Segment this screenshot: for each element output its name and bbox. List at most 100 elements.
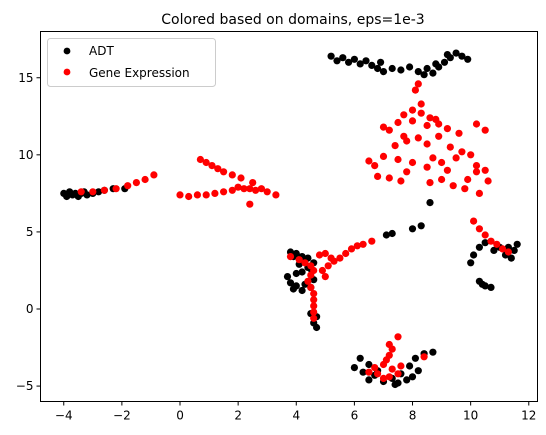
- point-adt: [95, 188, 103, 196]
- point-gene-expression: [347, 245, 356, 253]
- x-tick-label: 4: [292, 409, 300, 423]
- y-tick-label: 0: [26, 302, 34, 316]
- point-adt: [411, 354, 419, 362]
- point-adt: [379, 68, 388, 76]
- point-adt: [467, 259, 475, 267]
- axis-ticks: −4 −2 0 2 4 6 8 10 12 −5 0 5 10 15: [16, 71, 537, 423]
- point-gene-expression: [379, 360, 388, 369]
- point-gene-expression: [202, 191, 210, 199]
- point-gene-expression: [353, 242, 361, 250]
- point-gene-expression: [420, 353, 428, 361]
- point-adt: [423, 64, 431, 73]
- point-gene-expression: [449, 182, 457, 190]
- x-tick-label: −2: [113, 409, 131, 423]
- point-gene-expression: [484, 177, 492, 185]
- point-gene-expression: [132, 179, 140, 187]
- point-adt: [452, 49, 460, 57]
- point-gene-expression: [394, 155, 402, 164]
- y-tick-label: 10: [18, 148, 33, 162]
- point-gene-expression: [365, 368, 373, 376]
- point-gene-expression: [77, 188, 85, 196]
- point-gene-expression: [112, 185, 120, 193]
- point-gene-expression: [461, 185, 469, 193]
- data-points: [60, 49, 521, 389]
- point-gene-expression: [452, 154, 460, 162]
- point-gene-expression: [342, 249, 350, 258]
- point-gene-expression: [193, 191, 201, 199]
- point-adt: [487, 283, 495, 291]
- point-adt: [481, 239, 489, 247]
- legend-marker-gene-expression: [63, 68, 71, 76]
- point-adt: [362, 57, 370, 65]
- point-gene-expression: [176, 191, 184, 199]
- point-gene-expression: [397, 177, 405, 185]
- point-gene-expression: [208, 162, 216, 170]
- legend-box: [47, 38, 216, 87]
- legend-label-gene-expression: Gene Expression: [89, 66, 190, 80]
- point-gene-expression: [371, 364, 379, 372]
- point-gene-expression: [481, 231, 489, 239]
- y-tick-label: 5: [26, 225, 34, 239]
- point-gene-expression: [391, 142, 399, 150]
- point-gene-expression: [240, 185, 248, 193]
- point-gene-expression: [310, 302, 318, 310]
- point-gene-expression: [470, 217, 478, 225]
- point-gene-expression: [493, 240, 501, 248]
- point-gene-expression: [336, 254, 344, 262]
- legend: ADT Gene Expression: [47, 38, 216, 87]
- point-adt: [507, 254, 515, 262]
- point-gene-expression: [487, 237, 495, 245]
- point-gene-expression: [252, 186, 260, 194]
- point-adt: [426, 199, 434, 207]
- point-adt: [382, 231, 390, 239]
- point-gene-expression: [504, 248, 512, 256]
- point-gene-expression: [359, 240, 367, 248]
- point-gene-expression: [202, 158, 210, 167]
- point-gene-expression: [234, 183, 242, 191]
- point-gene-expression: [321, 273, 329, 281]
- point-gene-expression: [310, 314, 318, 322]
- point-gene-expression: [307, 283, 315, 291]
- point-gene-expression: [400, 111, 408, 119]
- point-adt: [464, 55, 472, 63]
- point-adt: [356, 354, 364, 362]
- point-adt: [388, 64, 396, 73]
- point-adt: [333, 57, 341, 65]
- point-adt: [406, 362, 414, 370]
- point-gene-expression: [237, 174, 245, 182]
- point-gene-expression: [472, 168, 481, 176]
- point-gene-expression: [481, 166, 489, 174]
- x-tick-label: 12: [521, 409, 536, 423]
- point-gene-expression: [408, 117, 417, 125]
- point-adt: [368, 61, 376, 69]
- point-adt: [356, 60, 364, 68]
- point-adt: [432, 60, 440, 68]
- point-gene-expression: [249, 179, 257, 187]
- point-gene-expression: [295, 256, 303, 264]
- legend-label-adt: ADT: [89, 44, 114, 58]
- point-gene-expression: [368, 237, 376, 245]
- point-gene-expression: [408, 106, 417, 114]
- point-gene-expression: [310, 290, 318, 298]
- point-gene-expression: [432, 115, 440, 123]
- point-gene-expression: [310, 308, 318, 316]
- point-gene-expression: [426, 114, 434, 122]
- point-gene-expression: [438, 175, 446, 184]
- point-adt: [388, 229, 396, 238]
- x-tick-label: 6: [351, 409, 359, 423]
- point-adt: [345, 58, 353, 66]
- point-adt: [429, 348, 437, 356]
- x-tick-label: 0: [176, 409, 184, 423]
- point-adt: [420, 71, 428, 79]
- point-gene-expression: [443, 166, 451, 174]
- x-tick-label: −4: [55, 409, 73, 423]
- point-gene-expression: [272, 191, 280, 199]
- point-gene-expression: [246, 200, 254, 208]
- point-adt: [510, 246, 518, 254]
- point-gene-expression: [374, 172, 382, 180]
- point-gene-expression: [246, 185, 254, 193]
- point-gene-expression: [220, 188, 228, 196]
- point-adt: [286, 279, 295, 287]
- point-gene-expression: [385, 126, 393, 134]
- point-gene-expression: [100, 186, 108, 194]
